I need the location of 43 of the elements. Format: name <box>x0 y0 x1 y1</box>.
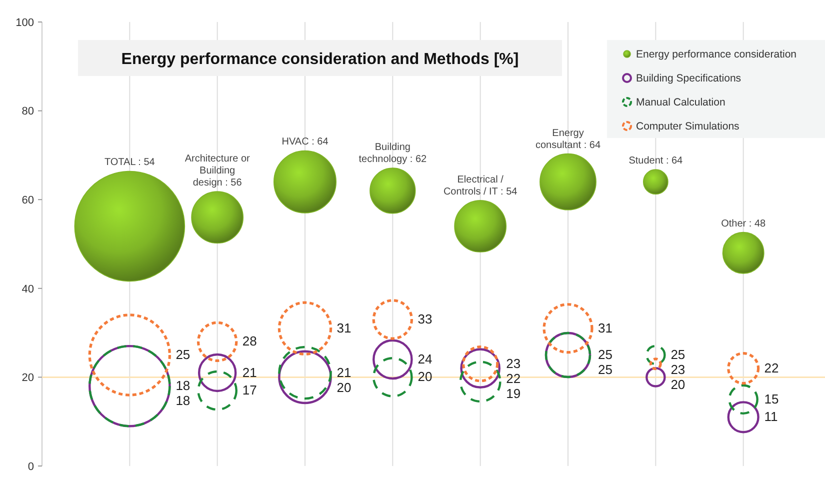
data-label: Energy consultant : 64 <box>535 128 601 151</box>
data-label: Electrical / Controls / IT : 54 <box>443 174 518 198</box>
legend-label: Energy performance consideration <box>636 48 797 61</box>
data-label: 23 <box>506 356 521 371</box>
data-label: Student : 64 <box>628 156 684 167</box>
data-label: 31 <box>598 320 612 336</box>
data-label: 31 <box>336 320 352 336</box>
data-label: 25 <box>598 347 612 362</box>
data-label: Building technology : 62 <box>358 142 428 166</box>
data-label: 11 <box>764 409 778 424</box>
data-label: 20 <box>670 377 686 392</box>
data-label: 23 <box>670 362 686 377</box>
data-label: 17 <box>242 382 257 398</box>
data-label: HVAC : 64 <box>282 136 329 148</box>
data-label: Architecture or Building design : 56 <box>184 154 251 189</box>
y-tick-label: 60 <box>22 194 34 206</box>
data-label: 25 <box>670 347 686 362</box>
y-tick-label: 0 <box>28 460 34 473</box>
legend-label: Manual Calculation <box>636 96 726 109</box>
data-label: 28 <box>242 334 257 349</box>
data-label: 25 <box>598 362 612 377</box>
data-label: 21 <box>242 364 257 380</box>
data-label: 22 <box>764 360 779 376</box>
data-label: 22 <box>506 370 521 386</box>
y-tick-label: 80 <box>22 106 34 118</box>
data-label: 25 <box>176 347 190 362</box>
data-label: 20 <box>418 369 432 384</box>
data-label: Other : 48 <box>721 218 766 230</box>
data-label: 18 <box>176 378 190 394</box>
data-label: 18 <box>176 393 190 408</box>
data-label: 21 <box>336 364 352 380</box>
data-label: 20 <box>336 380 352 395</box>
y-tick-label: 40 <box>22 283 34 296</box>
data-label: TOTAL : 54 <box>104 157 156 168</box>
y-tick-label: 100 <box>16 16 34 29</box>
data-label: 15 <box>764 391 779 406</box>
data-label: 33 <box>418 311 432 326</box>
legend-label: Building Specifications <box>636 72 742 85</box>
legend-label: Computer Simulations <box>636 120 740 133</box>
y-tick-label: 20 <box>22 372 34 384</box>
text: Energy performance consideration and Methods [%] <box>121 51 519 68</box>
data-label: 24 <box>418 351 432 366</box>
data-label: 19 <box>506 386 521 401</box>
